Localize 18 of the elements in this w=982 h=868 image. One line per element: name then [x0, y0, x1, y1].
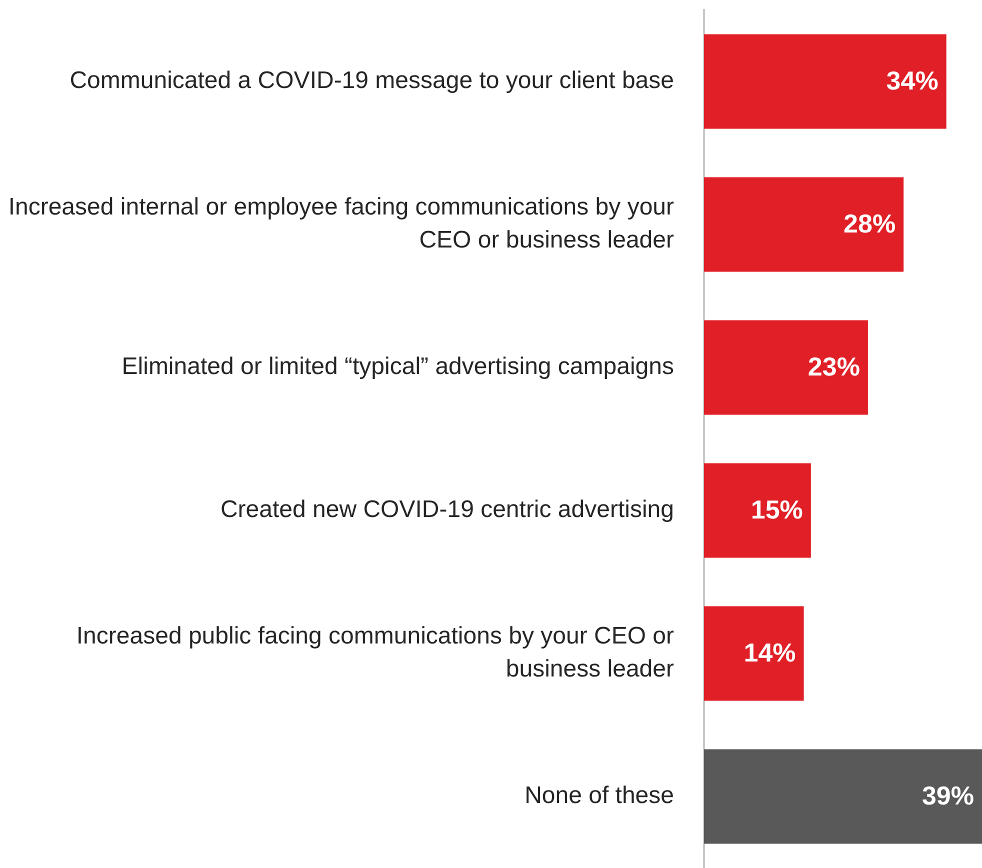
y-tick-label: Eliminated or limited “typical” advertising campaigns — [122, 353, 674, 380]
data-label: 28% — [844, 208, 896, 239]
y-tick-label: Increased internal or employee facing communications by your CEO or business leader — [8, 194, 674, 254]
y-tick-label: Increased public facing communications by your CEO or business leader — [76, 622, 674, 683]
data-label: 14% — [744, 638, 796, 668]
bar — [704, 177, 904, 272]
data-label: 34% — [886, 66, 938, 96]
bar — [704, 34, 946, 129]
bar — [704, 463, 811, 558]
bar — [704, 320, 868, 415]
y-tick-label: Created new COVID-19 centric advertising — [220, 496, 674, 524]
bar — [704, 749, 982, 844]
y-tick-label: Communicated a COVID-19 message to your client base — [70, 67, 674, 94]
data-label: 39% — [922, 780, 974, 811]
y-tick-label: None of these — [524, 782, 674, 810]
data-label: 23% — [808, 352, 860, 382]
data-label: 15% — [750, 494, 803, 525]
bar — [704, 606, 804, 701]
